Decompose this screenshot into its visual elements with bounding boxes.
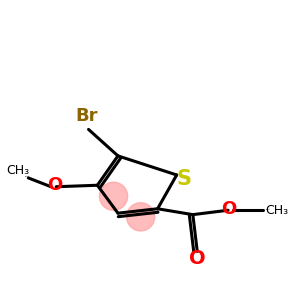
- Text: S: S: [176, 169, 191, 189]
- Text: methyl: methyl: [24, 176, 29, 177]
- Text: Br: Br: [76, 107, 98, 125]
- Circle shape: [127, 203, 155, 231]
- Text: O: O: [47, 176, 62, 194]
- Circle shape: [99, 182, 128, 210]
- Text: CH₃: CH₃: [265, 204, 288, 217]
- Text: CH₃: CH₃: [6, 164, 29, 177]
- Text: methyl: methyl: [266, 209, 271, 210]
- Text: O: O: [189, 249, 206, 268]
- Text: O: O: [221, 200, 236, 218]
